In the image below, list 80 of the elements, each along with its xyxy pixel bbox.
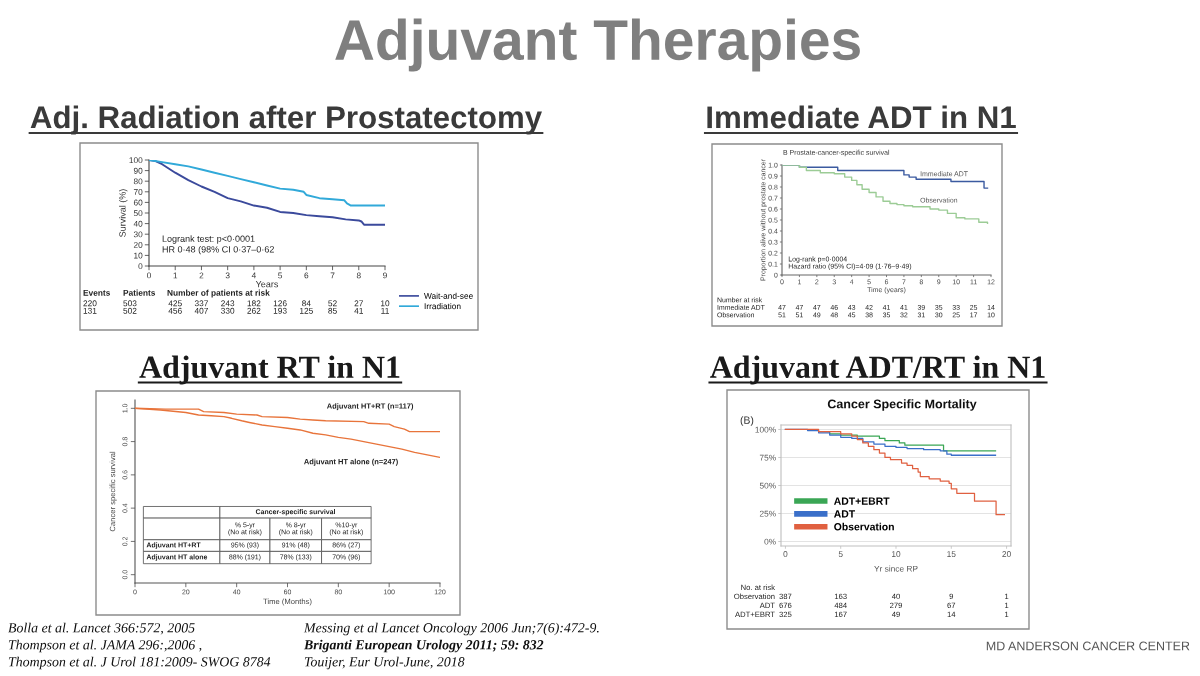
y-tick-label: 100% <box>755 426 776 433</box>
x-tick-label: 20 <box>1002 551 1011 557</box>
x-tick-label: 6 <box>304 272 309 279</box>
y-tick-label: 75% <box>759 454 776 461</box>
text: 126 <box>273 300 287 307</box>
chart-subtitle: Cancer Specific Mortality <box>827 399 977 411</box>
text: 503 <box>123 300 137 307</box>
x-tick-label: 9 <box>383 272 387 279</box>
legend-label: ADT <box>833 510 856 518</box>
text: 182 <box>247 300 261 307</box>
text: 456 <box>168 307 182 314</box>
annotation: Logrank test: p<0·0001 <box>162 235 255 244</box>
text: 85 <box>328 307 337 314</box>
x-axis-title: Years <box>255 281 279 288</box>
annotation: HR 0·48 (98% CI 0·37–0·62 <box>162 245 274 255</box>
text: 131 <box>83 307 97 314</box>
y-tick-label: 70 <box>133 189 143 195</box>
text: 502 <box>123 307 137 314</box>
x-tick-label: 0 <box>783 551 788 557</box>
text: 330 <box>221 307 235 314</box>
text: 10 <box>381 300 390 307</box>
text: 407 <box>194 307 208 314</box>
y-tick-label: 80 <box>133 178 143 185</box>
y-tick-label: 50 <box>133 210 143 217</box>
x-tick-label: 8 <box>356 272 361 279</box>
y-tick-label: 50% <box>759 482 776 489</box>
text: 27 <box>354 300 363 307</box>
text: Number of patients at risk <box>167 289 270 298</box>
chart-title: Immediate ADT in N1 <box>707 105 1016 129</box>
y-tick-label: 40 <box>133 220 143 227</box>
y-tick-label: 25% <box>759 510 776 517</box>
text: 11 <box>381 307 389 314</box>
x-tick-label: 0 <box>147 272 151 279</box>
text: 243 <box>221 300 235 307</box>
x-tick-label: 15 <box>947 551 956 557</box>
text: 84 <box>302 300 311 307</box>
text: 220 <box>83 300 97 307</box>
x-tick-label: 5 <box>838 551 843 557</box>
chart-title: Adjuvant ADT/RT in N1 <box>710 355 1045 385</box>
text: Thompson et al. J Urol 181:2009- SWOG 8784 <box>8 656 271 670</box>
y-tick-label: 20 <box>133 242 143 248</box>
text: Thompson et al. JAMA 296:,2006 , <box>8 639 202 653</box>
y-tick-label: 0% <box>764 538 776 545</box>
text: Messing et al Lancet Oncology 2006 Jun;7(6):472-9. <box>303 622 599 636</box>
x-tick-label: 2 <box>199 272 204 279</box>
text: 125 <box>300 307 313 314</box>
text: Adjuvant Therapies <box>335 18 860 72</box>
text: MD ANDERSON CANCER CENTER <box>986 641 1190 651</box>
y-tick-label: 10 <box>134 252 143 259</box>
legend-label: ADT+EBRT <box>833 497 890 505</box>
y-tick-label: 100 <box>129 157 143 164</box>
legend-label: Observation <box>834 522 894 531</box>
x-tick-label: 3 <box>225 272 230 279</box>
legend-label: Wait-and-see <box>424 292 473 299</box>
text: 52 <box>328 300 337 307</box>
text: 337 <box>194 300 208 307</box>
text: Patients <box>123 289 156 296</box>
text: Events <box>83 289 110 296</box>
x-tick-label: 4 <box>251 272 256 279</box>
x-tick-label: 1 <box>173 272 178 279</box>
y-tick-label: 90 <box>133 167 143 174</box>
text: Touijer, Eur Urol-June, 2018 <box>304 656 465 670</box>
y-axis-title: Survival (%) <box>119 189 128 237</box>
x-axis-title: Yr since RP <box>874 565 918 572</box>
text: 425 <box>168 300 182 307</box>
y-tick-label: 60 <box>133 199 143 206</box>
text: 41 <box>354 307 364 314</box>
text: 262 <box>247 307 261 314</box>
x-tick-label: 7 <box>330 272 335 279</box>
text: 193 <box>273 307 287 314</box>
text: Bolla et al. Lancet 366:572, 2005 <box>8 622 195 635</box>
chart-title: Adj. Radiation after Prostatectomy <box>30 105 542 135</box>
text: (B) <box>740 416 754 426</box>
legend-label: Irradiation <box>424 303 461 310</box>
chart-title: Adjuvant RT in N1 <box>139 355 400 385</box>
x-tick-label: 5 <box>278 272 283 279</box>
text: Briganti European Urology 2011; 59: 832 <box>303 639 544 653</box>
x-tick-label: 10 <box>892 551 901 557</box>
y-tick-label: 30 <box>133 231 143 238</box>
y-tick-label: 0 <box>138 263 143 270</box>
